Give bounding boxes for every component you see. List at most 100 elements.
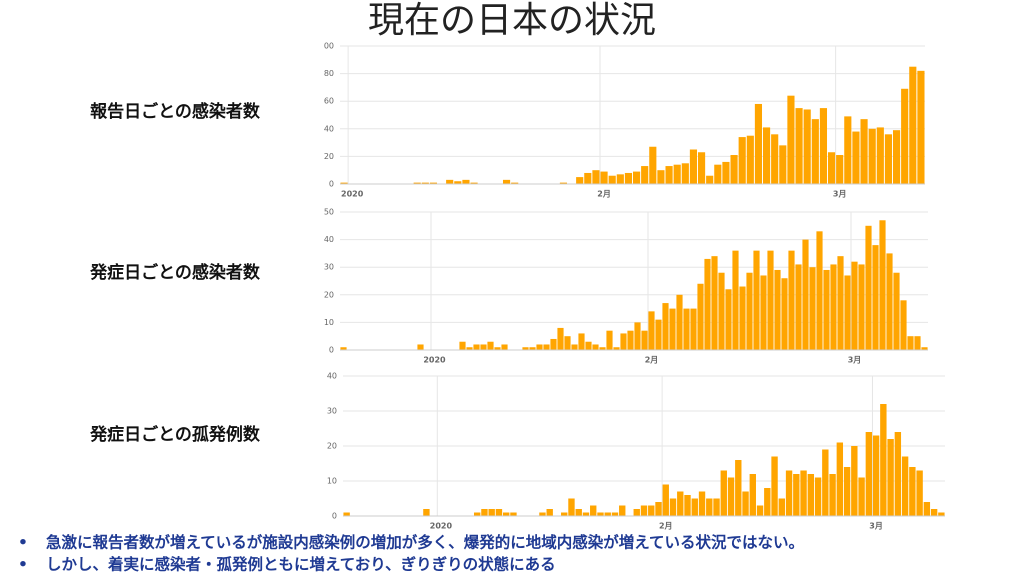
bar [771,134,779,184]
bar [632,171,641,184]
bar [827,152,836,184]
bar [633,509,640,516]
bar [746,135,754,184]
bar [564,336,571,350]
bullet-dot: • [18,556,28,573]
bar [886,253,893,350]
bar [669,308,676,350]
bar [495,509,503,516]
bar [600,171,608,184]
bar [619,505,626,516]
y-tick-label: 50 [324,208,334,217]
x-tick-label: 2月 [597,190,611,199]
bar [576,177,584,184]
bar [851,446,858,516]
bar [669,498,677,516]
bar [735,460,742,516]
bar [690,308,697,350]
bar [559,182,568,184]
bar [697,152,706,184]
bar [502,179,511,184]
bar [901,88,909,184]
bar [844,116,852,184]
bar [764,488,771,516]
bar [852,131,860,184]
bar [921,347,928,350]
y-tick-label: 30 [324,263,334,272]
bar [858,264,865,350]
bar [816,231,823,350]
bar [561,512,568,516]
bar [819,108,828,184]
bar [511,182,519,184]
bar [462,179,470,184]
bar [706,498,713,516]
bar [754,103,763,184]
bar [858,477,865,516]
bar [738,137,746,184]
bar [714,164,722,184]
bar [725,289,732,350]
bar [662,484,669,516]
bar [836,155,844,184]
bar [787,95,795,184]
bar [795,108,803,184]
bar [683,308,690,350]
bar [809,267,816,350]
bar [698,491,706,516]
bar [627,330,634,350]
bar [657,170,665,184]
bar [706,175,714,184]
bar [720,470,727,516]
bar [681,163,689,184]
bar [865,225,872,350]
bar [837,256,844,350]
bar [340,182,348,184]
bar [473,512,481,516]
bar [584,172,592,184]
bar [417,344,424,350]
bar [613,347,620,350]
bar [868,128,876,184]
bar [900,300,907,350]
bullet: 急激に報告者数が増えているが施設内感染例の増加が多く、爆発的に地域内感染が増えて… [46,533,804,552]
bar [814,477,822,516]
bar [429,182,438,184]
bar [454,181,462,184]
bar [608,175,616,184]
bar [732,250,739,350]
bar [778,498,785,516]
bar [938,512,945,516]
bar [767,250,774,350]
bar [510,512,517,516]
bar [779,145,787,184]
bar [673,164,681,184]
y-tick-label: 20 [324,290,334,299]
bar [655,319,662,350]
bar [466,347,473,350]
y-tick-label: 10 [324,318,334,327]
bar [843,467,851,516]
bar [872,245,879,350]
bar [616,174,624,184]
bar [829,474,836,516]
bar [446,179,454,184]
bar [892,130,901,184]
bar [800,470,807,516]
chart-label: 発症日ごとの孤発例数 [89,424,261,445]
bar [823,269,830,350]
bar [749,474,756,516]
bar [923,502,931,516]
bar [413,182,421,184]
y-tick-label: 60 [324,97,334,106]
x-tick-label: 2020 [341,190,364,199]
bar [774,269,781,350]
y-tick-label: 80 [324,69,334,78]
bar [641,330,648,350]
bar [851,261,858,350]
y-tick-label: 40 [327,372,337,381]
bar [620,333,627,350]
bar [640,505,648,516]
bar [340,347,347,350]
bar [916,470,923,516]
